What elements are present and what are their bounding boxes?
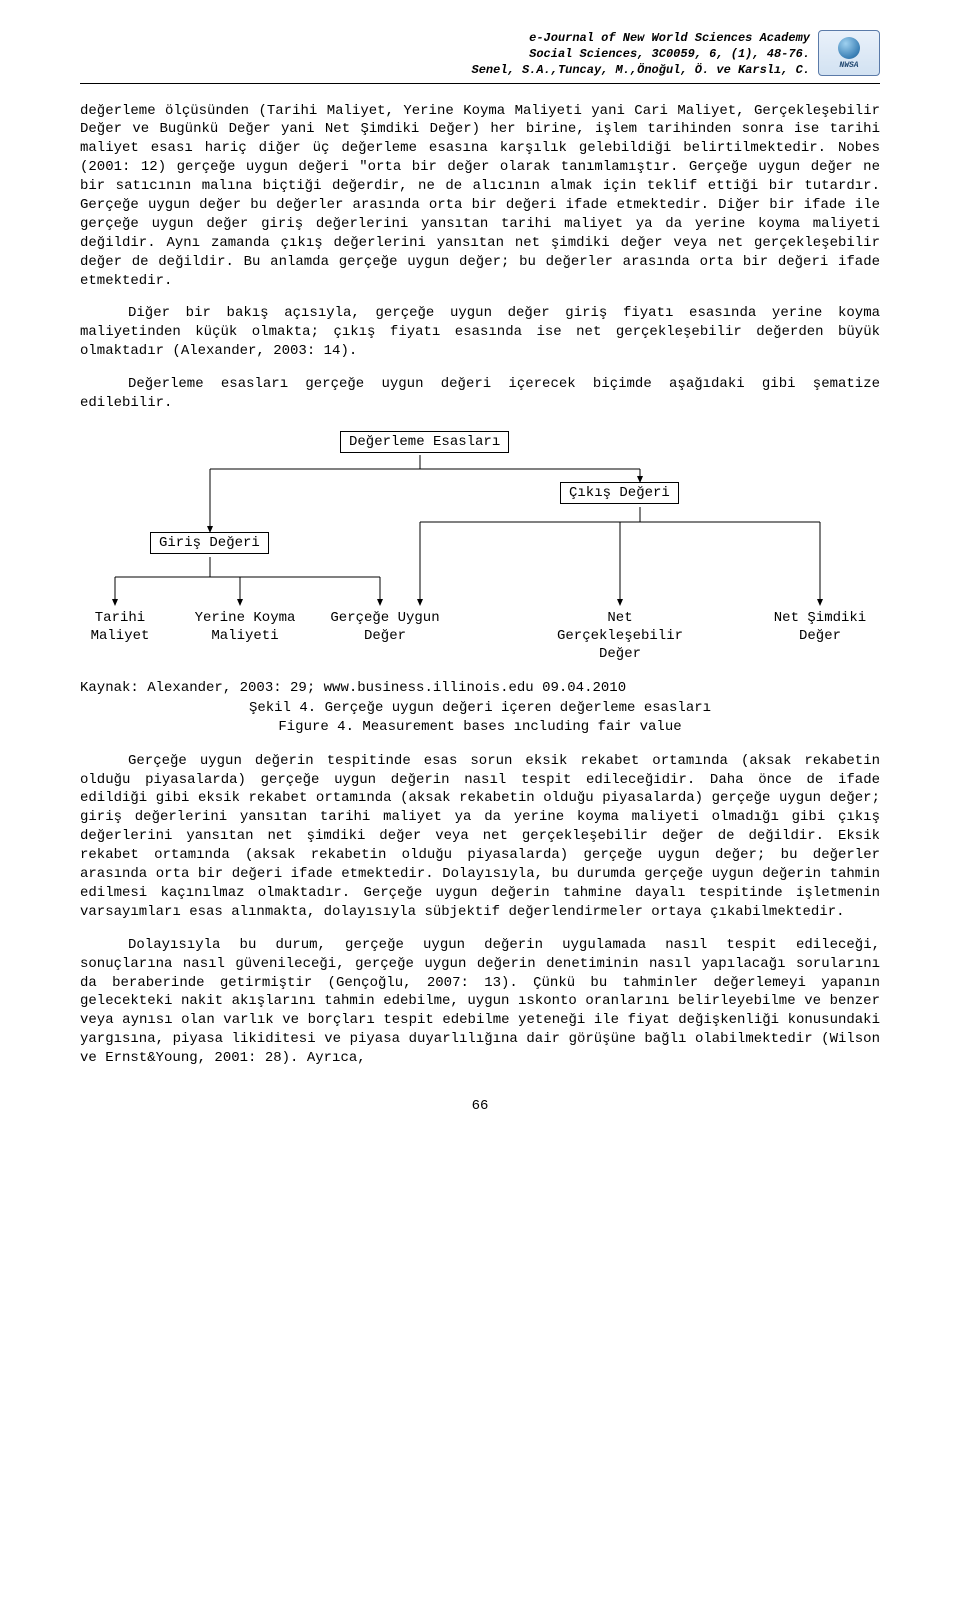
header-line-1: e-Journal of New World Sciences Academy bbox=[472, 30, 810, 46]
node-exit: Çıkış Değeri bbox=[560, 482, 679, 504]
page-header: e-Journal of New World Sciences Academy … bbox=[80, 30, 880, 84]
paragraph-3: Değerleme esasları gerçeğe uygun değeri … bbox=[80, 375, 880, 413]
paragraph-2: Diğer bir bakış açısıyla, gerçeğe uygun … bbox=[80, 304, 880, 361]
globe-icon bbox=[838, 37, 860, 59]
figure-caption: Kaynak: Alexander, 2003: 29; www.busines… bbox=[80, 679, 880, 738]
node-root: Değerleme Esasları bbox=[340, 431, 509, 453]
page-number: 66 bbox=[80, 1098, 880, 1114]
leaf-fairvalue: Gerçeğe Uygun Değer bbox=[320, 609, 450, 645]
leaf-replacement: Yerine Koyma Maliyeti bbox=[185, 609, 305, 645]
logo-text: NWSA bbox=[839, 61, 858, 70]
leaf-nrv: Net Gerçekleşebilir Değer bbox=[540, 609, 700, 664]
caption-source: Kaynak: Alexander, 2003: 29; www.busines… bbox=[80, 679, 880, 699]
caption-en: Figure 4. Measurement bases ıncluding fa… bbox=[80, 718, 880, 738]
paragraph-4: Gerçeğe uygun değerin tespitinde esas so… bbox=[80, 752, 880, 922]
caption-tr: Şekil 4. Gerçeğe uygun değeri içeren değ… bbox=[80, 699, 880, 719]
valuation-diagram: Değerleme Esasları Çıkış Değeri Giriş De… bbox=[80, 427, 880, 667]
page: e-Journal of New World Sciences Academy … bbox=[0, 0, 960, 1154]
paragraph-1: değerleme ölçüsünden (Tarihi Maliyet, Ye… bbox=[80, 102, 880, 291]
journal-logo: NWSA bbox=[818, 30, 880, 76]
header-text: e-Journal of New World Sciences Academy … bbox=[472, 30, 810, 79]
header-line-2: Social Sciences, 3C0059, 6, (1), 48-76. bbox=[472, 46, 810, 62]
paragraph-5: Dolayısıyla bu durum, gerçeğe uygun değe… bbox=[80, 936, 880, 1068]
leaf-npv: Net Şimdiki Değer bbox=[760, 609, 880, 645]
node-entry: Giriş Değeri bbox=[150, 532, 269, 554]
leaf-historical: Tarihi Maliyet bbox=[80, 609, 160, 645]
header-line-3: Senel, S.A.,Tuncay, M.,Önoğul, Ö. ve Kar… bbox=[472, 62, 810, 78]
